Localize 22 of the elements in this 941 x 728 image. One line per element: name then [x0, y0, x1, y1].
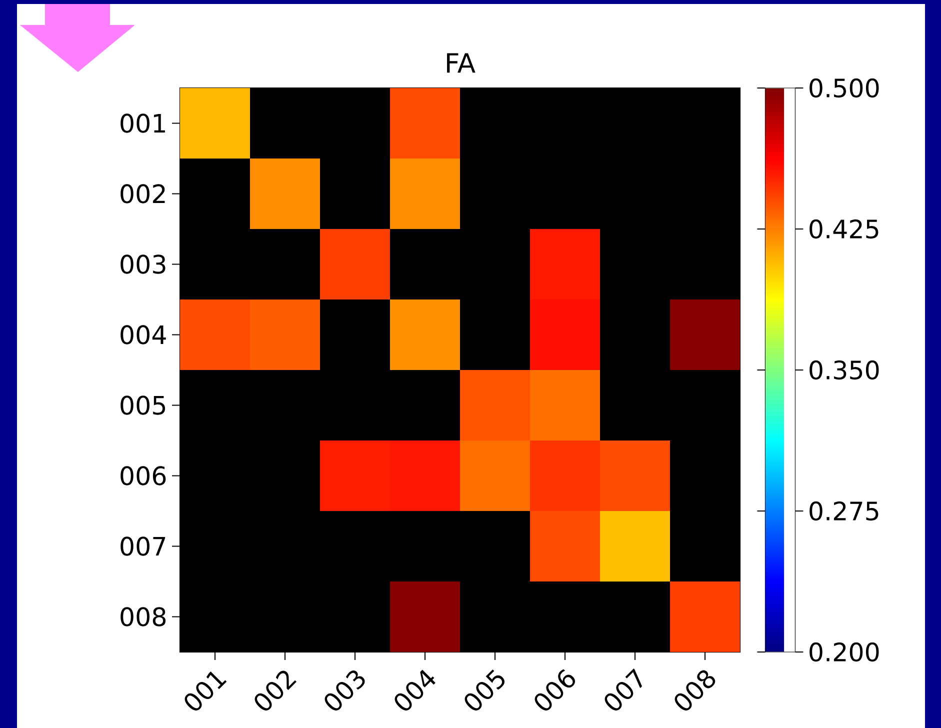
y-tick-label: 001 [120, 114, 165, 133]
color-bar-label: 0.425 [810, 219, 878, 239]
x-tick-label: 008 [674, 670, 716, 710]
y-tick-label: 008 [120, 607, 166, 626]
x-tick-label: 002 [254, 670, 296, 710]
y-tick-label: 006 [120, 466, 166, 486]
x-tick-label: 001 [184, 671, 227, 710]
y-tick-label: 004 [120, 325, 166, 344]
y-tick-label: 002 [120, 184, 165, 204]
y-tick-label: 003 [120, 254, 166, 274]
chart-title: FA [447, 53, 476, 73]
x-tick-label: 005 [464, 669, 504, 710]
y-tick-label: 007 [120, 536, 166, 556]
y-tick-label: 005 [120, 396, 166, 415]
x-tick-label: 007 [604, 668, 642, 710]
color-bar-label: 0.200 [810, 642, 879, 662]
color-bar-label: 0.350 [810, 360, 879, 380]
x-tick-label: 006 [534, 669, 576, 710]
color-bar-label: 0.275 [810, 501, 878, 521]
x-tick-label: 003 [324, 670, 365, 710]
x-tick-label: 004 [394, 670, 436, 710]
color-bar-label: 0.500 [810, 78, 879, 98]
